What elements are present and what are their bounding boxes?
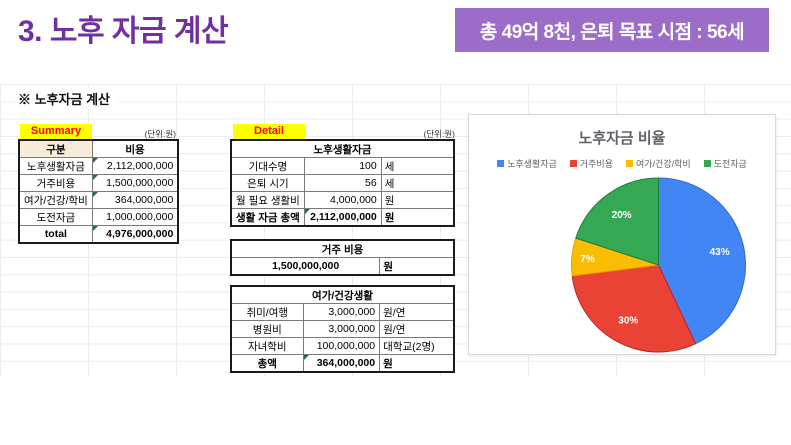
detail-row-value: 56 — [303, 174, 382, 192]
pie-chart-svg: 43% 30% 7% 20% — [571, 177, 746, 353]
retirement-summary-badge: 총 49억 8천, 은퇴 목표 시점 : 56세 — [455, 8, 769, 52]
pie-slice-0 — [658, 177, 746, 345]
summary-col-header: 비용 — [91, 139, 179, 158]
summary-row-label: total — [18, 225, 93, 244]
detail-block-label: Detail — [233, 124, 305, 139]
detail-row-label: 월 필요 생활비 — [230, 191, 305, 209]
summary-row-value: 1,500,000,000 — [91, 174, 179, 192]
detail-row-value: 3,000,000 — [302, 303, 381, 321]
table-row: 생활 자금 총액 2,112,000,000 원 — [230, 208, 455, 227]
detail-row-value: 3,000,000 — [302, 320, 381, 338]
legend-swatch-icon — [626, 160, 633, 167]
legend-label: 노후생활자금 — [507, 159, 557, 169]
summary-row-label: 거주비용 — [18, 174, 93, 192]
detail-table-header-row: 여가/건강생활 — [230, 285, 455, 304]
page-title: 3. 노후 자금 계산 — [18, 15, 229, 48]
legend-label: 도전자금 — [713, 159, 747, 169]
legend-swatch-icon — [569, 160, 577, 167]
detail-row-label: 자녀학비 — [230, 337, 304, 355]
section-heading: ※ 노후자금 계산 — [18, 88, 118, 109]
table-row: 노후생활자금 2,112,000,000 — [18, 157, 179, 175]
detail-row-unit: 원 — [380, 208, 455, 227]
detail-table-title: 여가/건강생활 — [230, 285, 455, 304]
detail-row-label: 병원비 — [230, 320, 304, 338]
table-row: 병원비 3,000,000 원/연 — [230, 320, 455, 338]
table-row: 총액 364,000,000 원 — [230, 354, 455, 373]
detail-row-unit: 원 — [379, 354, 455, 373]
legend-swatch-icon — [703, 160, 711, 167]
summary-row-value: 1,000,000,000 — [91, 208, 179, 226]
detail-table-header-row: 거주 비용 — [230, 239, 455, 258]
legend-swatch-icon — [497, 160, 505, 167]
detail-row-label: 기대수명 — [230, 157, 305, 175]
summary-unit-note: (단위:원) — [144, 129, 176, 139]
detail-row-value: 100 — [303, 157, 382, 175]
summary-row-label: 도전자금 — [18, 208, 93, 226]
pie-slice-label-0: 43% — [710, 247, 730, 258]
detail-row-label: 은퇴 시기 — [230, 174, 305, 192]
chart-legend: 노후생활자금 거주비용 여가/건강/학비 도전자금 — [469, 157, 775, 170]
table-row: 취미/여행 3,000,000 원/연 — [230, 303, 455, 321]
pie-slice-label-3: 20% — [612, 210, 632, 221]
detail-row-value: 1,500,000,000 — [230, 257, 381, 276]
detail-row-label: 취미/여행 — [230, 303, 304, 321]
legend-label: 거주비용 — [579, 159, 613, 169]
detail-row-unit: 세 — [380, 157, 455, 175]
legend-item: 도전자금 — [703, 157, 747, 170]
detail-unit-note: (단위:원) — [423, 129, 455, 139]
legend-item: 거주비용 — [569, 157, 613, 170]
legend-item: 여가/건강/학비 — [626, 157, 691, 170]
detail-row-unit: 원/연 — [379, 320, 455, 338]
pie-chart-card: 노후자금 비율 노후생활자금 거주비용 여가/건강/학비 도전자금 43% 30% 7% 2… — [468, 114, 776, 355]
detail-row-unit: 원 — [380, 191, 455, 209]
detail-table-header-row: 노후생활자금 — [230, 139, 455, 158]
summary-row-label: 여가/건강/학비 — [18, 191, 93, 209]
table-gap — [230, 227, 455, 239]
summary-row-value: 364,000,000 — [91, 191, 179, 209]
table-row: 여가/건강/학비 364,000,000 — [18, 191, 179, 209]
pie-slice-label-1: 30% — [618, 315, 638, 326]
table-row: 월 필요 생활비 4,000,000 원 — [230, 191, 455, 209]
pie-slice-3 — [575, 177, 659, 266]
table-row: 1,500,000,000 원 — [230, 257, 455, 276]
summary-table: 구분 비용 노후생활자금 2,112,000,000 거주비용 1,500,000,000… — [18, 139, 180, 244]
pie-slice-label-2: 7% — [580, 254, 595, 265]
detail-table-0: 노후생활자금 기대수명 100 세 은퇴 시기 56 세 월 필요 생활비 4,000,000 원… — [230, 139, 455, 227]
table-row: 은퇴 시기 56 세 — [230, 174, 455, 192]
table-row: total 4,976,000,000 — [18, 225, 179, 244]
legend-label: 여가/건강/학비 — [636, 159, 691, 169]
summary-row-value: 2,112,000,000 — [91, 157, 179, 175]
summary-block-label: Summary — [20, 124, 92, 139]
summary-header-row: 구분 비용 — [18, 139, 179, 158]
detail-row-label: 총액 — [230, 354, 304, 373]
detail-row-value: 4,000,000 — [303, 191, 382, 209]
summary-table-body: 구분 비용 노후생활자금 2,112,000,000 거주비용 1,500,000,000… — [18, 139, 179, 244]
detail-row-value: 364,000,000 — [302, 354, 381, 373]
summary-row-label: 노후생활자금 — [18, 157, 93, 175]
detail-table-1: 거주 비용 1,500,000,000 원 — [230, 239, 455, 276]
table-row: 도전자금 1,000,000,000 — [18, 208, 179, 226]
detail-row-value: 100,000,000 — [302, 337, 381, 355]
summary-row-value: 4,976,000,000 — [91, 225, 179, 244]
detail-row-unit: 원/연 — [379, 303, 455, 321]
detail-row-unit: 대학교(2명) — [379, 337, 455, 355]
table-row: 기대수명 100 세 — [230, 157, 455, 175]
summary-col-header: 구분 — [18, 139, 93, 158]
detail-table-title: 거주 비용 — [230, 239, 455, 258]
table-gap — [230, 276, 455, 285]
detail-table-2: 여가/건강생활 취미/여행 3,000,000 원/연 병원비 3,000,000 원/연 자… — [230, 285, 455, 373]
detail-row-unit: 원 — [379, 257, 455, 276]
table-row: 자녀학비 100,000,000 대학교(2명) — [230, 337, 455, 355]
detail-row-value: 2,112,000,000 — [303, 208, 382, 227]
detail-tables-container: 노후생활자금 기대수명 100 세 은퇴 시기 56 세 월 필요 생활비 4,000,000 원… — [230, 139, 455, 373]
chart-title: 노후자금 비율 — [578, 130, 666, 147]
table-row: 거주비용 1,500,000,000 — [18, 174, 179, 192]
detail-table-title: 노후생활자금 — [230, 139, 455, 158]
legend-item: 노후생활자금 — [497, 157, 557, 170]
pie-slice-1 — [571, 264, 697, 353]
detail-row-unit: 세 — [380, 174, 455, 192]
detail-row-label: 생활 자금 총액 — [230, 208, 305, 227]
